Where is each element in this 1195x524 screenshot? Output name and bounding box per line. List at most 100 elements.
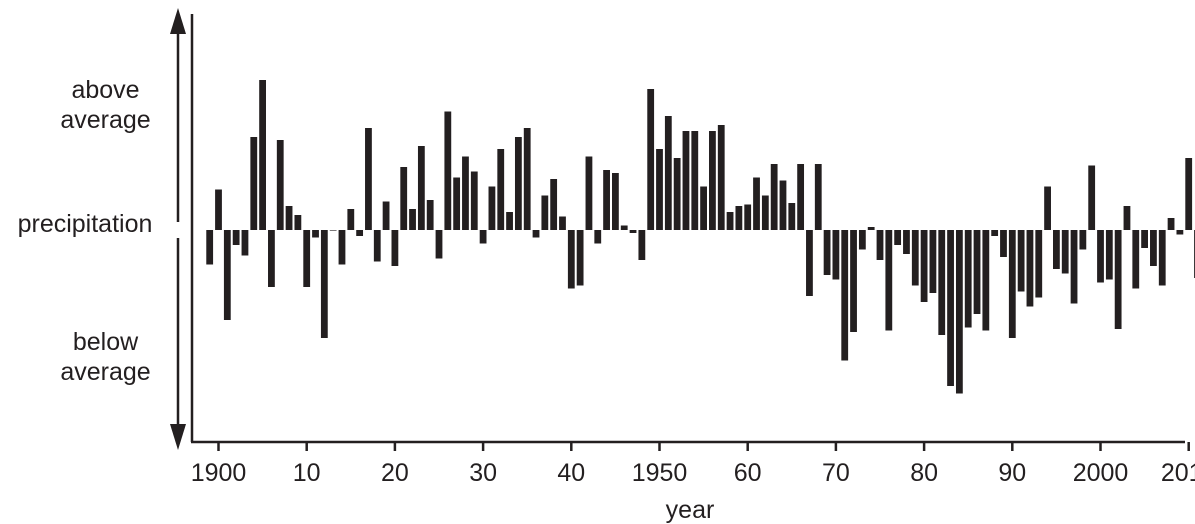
bar-1935 [523,128,531,230]
bar-1902 [232,230,240,245]
axes [190,14,1185,444]
bar-1979 [911,230,919,286]
bar-1942 [585,156,593,230]
bar-1960 [744,204,752,230]
bar-1916 [356,230,364,236]
bar-1987 [982,230,990,331]
bar-1910 [303,230,311,287]
bar-1934 [514,137,522,230]
bar-1946 [620,225,628,230]
bar-1964 [779,180,787,230]
bar-1925 [435,230,443,259]
bar-1986 [973,230,981,314]
bar-1931 [488,186,496,230]
x-tick-label-1940: 40 [557,459,585,487]
bar-1924 [426,200,434,230]
bar-1990 [1008,230,1016,338]
bar-1957 [717,125,725,230]
bar-1936 [532,230,540,238]
bar-1965 [788,203,796,230]
bar-1985 [964,230,972,328]
bar-1992 [1026,230,1034,307]
x-tick-label-1900: 1900 [191,459,247,487]
y-label-below-average: below average [60,328,151,386]
bar-1953 [682,131,690,230]
bar-1926 [444,111,452,230]
bar-1996 [1061,230,1069,274]
bar-1975 [876,230,884,260]
y-label-above-average: above average [60,76,151,134]
bar-2004 [1132,230,1140,289]
bar-1967 [806,230,813,296]
x-tick-label-2000: 2000 [1073,459,1129,487]
bar-1981 [929,230,937,293]
x-tick-label-1990: 90 [998,459,1026,487]
bar-1958 [726,212,734,230]
bar-1991 [1017,230,1025,292]
bar-1951 [664,116,672,230]
bar-1998 [1079,230,1087,250]
bar-1950 [656,149,663,230]
bar-1978 [903,230,910,254]
bar-2010 [1185,158,1193,230]
bar-2000 [1097,230,1104,283]
bar-1972 [850,230,857,332]
bar-1984 [955,230,963,394]
bar-1927 [453,177,461,230]
bar-2007 [1158,230,1166,286]
bar-1943 [594,230,602,244]
bar-1933 [506,212,513,230]
bar-2009 [1176,230,1184,235]
bar-2008 [1167,218,1175,230]
bars [206,80,1195,394]
bar-2002 [1114,230,1122,329]
bar-1969 [823,230,831,275]
bar-1999 [1088,165,1096,230]
bar-1928 [462,156,469,230]
bar-1956 [709,131,716,230]
bar-1970 [832,230,840,280]
bar-1908 [285,206,293,230]
bar-1941 [576,230,584,286]
bar-1932 [497,149,505,230]
x-ticks: 1900 10 20 30 40 1950 60 70 80 90 2000 2010 [191,442,1195,487]
bar-1989 [1000,230,1007,257]
vertical-double-arrow [170,8,186,450]
arrow-head-down-icon [170,424,186,450]
bar-1976 [885,230,893,331]
bar-1944 [603,170,610,230]
bar-2005 [1141,230,1148,248]
bar-1904 [250,137,258,230]
x-tick-label-2010: 2010 [1161,459,1195,487]
x-tick-label-1920: 20 [381,459,409,487]
bar-1997 [1070,230,1078,304]
bar-2001 [1105,230,1113,280]
bar-1917 [365,128,372,230]
bar-1911 [312,230,319,238]
bar-1903 [241,230,249,256]
bar-2006 [1150,230,1157,266]
bar-1929 [470,171,478,230]
bar-1955 [700,186,707,230]
bar-1968 [814,164,822,230]
bar-1973 [858,230,866,250]
bar-1900 [215,189,222,230]
bar-1921 [400,167,408,230]
bar-1906 [268,230,275,287]
x-tick-label-1970: 70 [822,459,850,487]
x-tick-label-1980: 80 [910,459,938,487]
bar-1994 [1044,186,1051,230]
x-tick-label-1960: 60 [734,459,762,487]
bar-1920 [391,230,399,266]
bar-1949 [647,89,655,230]
bar-1915 [347,209,355,230]
bar-1961 [753,177,760,230]
bar-1939 [559,216,566,230]
bar-1947 [629,230,637,233]
bar-1966 [797,164,805,230]
x-tick-label-1910: 10 [293,459,321,487]
bar-1993 [1035,230,1043,298]
bar-1959 [735,206,743,230]
bar-1905 [259,80,266,230]
